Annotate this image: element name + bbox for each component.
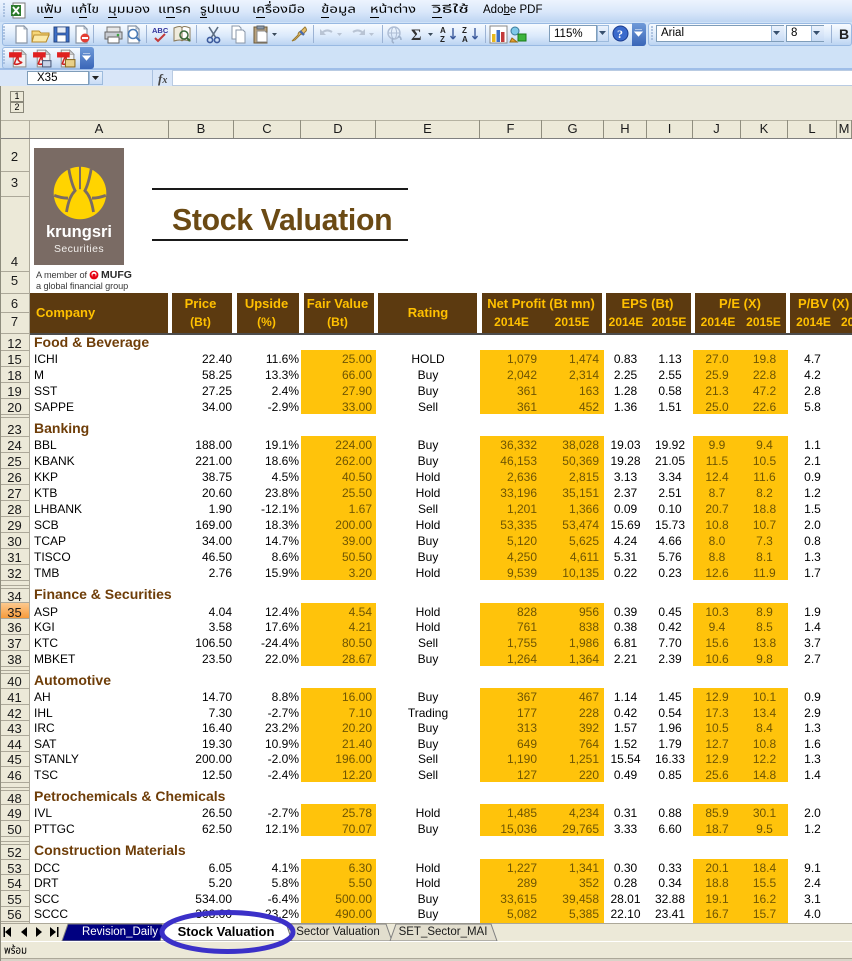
svg-text:Z: Z [440,35,445,44]
svg-text:A: A [440,26,446,35]
svg-text:Z: Z [462,26,467,35]
svg-text:Σ: Σ [411,27,421,44]
svg-text:?: ? [617,27,623,41]
svg-text:ABC: ABC [152,26,169,35]
svg-text:A: A [462,35,468,44]
